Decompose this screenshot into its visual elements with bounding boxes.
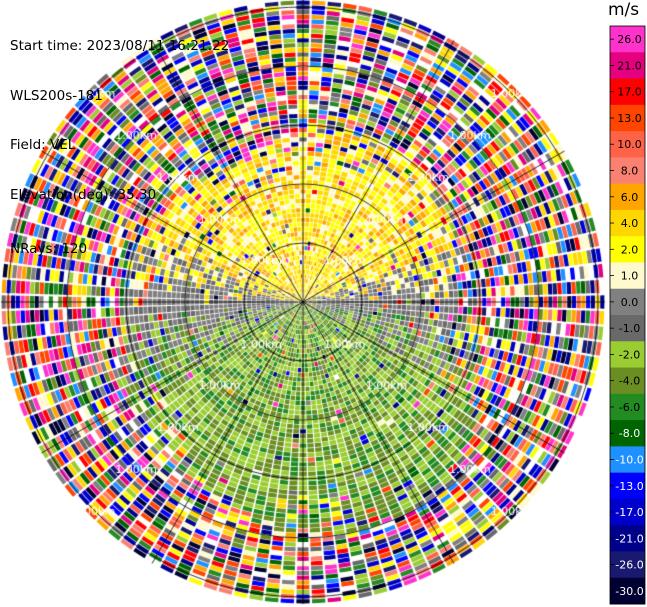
colorbar-tick-label: -1.0 [619, 322, 640, 335]
colorbar-swatch [610, 420, 645, 447]
colorbar-swatch [610, 262, 645, 290]
colorbar-swatch [610, 52, 645, 80]
colorbar-tick-label: 0.0 [621, 296, 639, 309]
colorbar-tick-label: -30.0 [615, 585, 643, 598]
colorbar-swatch [610, 236, 645, 263]
info-block: Start time: 2023/08/11 16:21:22 WLS200s-… [10, 5, 229, 274]
colorbar-unit: m/s [608, 0, 640, 20]
colorbar-tick-label: 13.0 [617, 112, 642, 125]
colorbar-tick-label: -2.0 [619, 348, 640, 361]
colorbar-swatch [610, 577, 645, 605]
colorbar-swatch [610, 157, 645, 185]
colorbar-tick-label: -17.0 [615, 506, 643, 519]
colorbar-tick-label: 17.0 [617, 86, 642, 99]
colorbar-tick-label: -6.0 [619, 401, 640, 414]
colorbar-tick-label: 6.0 [621, 191, 639, 204]
colorbar-swatch [610, 183, 645, 211]
colorbar-swatch [610, 367, 645, 395]
colorbar-tick-label: 8.0 [621, 165, 639, 178]
colorbar-tick-label: -21.0 [615, 532, 643, 545]
colorbar-tick-label: -13.0 [615, 480, 643, 493]
colorbar-swatch [610, 315, 645, 342]
colorbar-swatch [610, 551, 645, 579]
colorbar-swatch [610, 393, 645, 421]
colorbar-tick-label: 1.0 [621, 270, 639, 283]
colorbar-tick-label: -4.0 [619, 375, 640, 388]
colorbar-tick-label: 26.0 [617, 33, 642, 46]
colorbar-swatch [610, 209, 645, 237]
colorbar-tick-label: 10.0 [617, 138, 642, 151]
colorbar-swatch [610, 472, 645, 500]
nrays-label: NRays: 120 [10, 241, 88, 257]
colorbar-swatch [610, 446, 645, 474]
colorbar-tick-label: 2.0 [621, 243, 639, 256]
colorbar-tick-label: -26.0 [615, 559, 643, 572]
colorbar-swatch [610, 131, 645, 158]
colorbar-tick-label: -8.0 [619, 427, 640, 440]
field-label: Field: VEL [10, 137, 76, 153]
colorbar-tick-label: -10.0 [615, 454, 643, 467]
colorbar-tick-label: 4.0 [621, 217, 639, 230]
colorbar-swatch [610, 78, 645, 106]
start-time-label: Start time: 2023/08/11 16:21:22 [10, 38, 230, 54]
colorbar-swatch [610, 525, 645, 552]
colorbar-swatch [610, 26, 645, 53]
colorbar-swatch [610, 341, 645, 369]
colorbar-swatch [610, 288, 645, 316]
colorbar-swatch [610, 104, 645, 132]
instrument-label: WLS200s-181 [10, 87, 103, 104]
elevation-label: Elevation(deg): 35.30 [10, 186, 157, 203]
colorbar-swatch [610, 498, 645, 526]
colorbar-tick-label: 21.0 [617, 59, 642, 72]
